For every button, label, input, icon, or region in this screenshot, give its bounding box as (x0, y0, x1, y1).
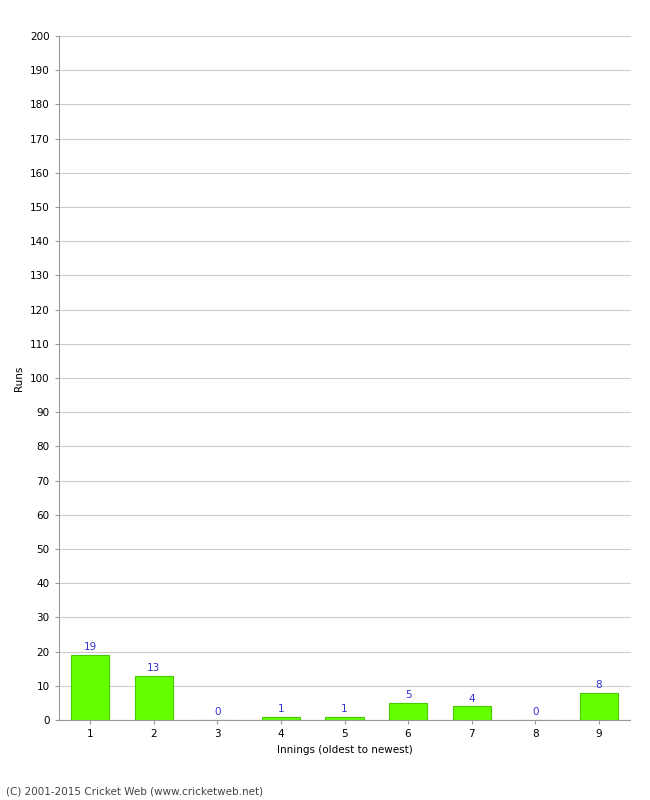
X-axis label: Innings (oldest to newest): Innings (oldest to newest) (277, 745, 412, 754)
Text: 19: 19 (84, 642, 97, 652)
Text: 8: 8 (595, 680, 602, 690)
Text: 0: 0 (214, 707, 220, 718)
Y-axis label: Runs: Runs (14, 366, 24, 390)
Text: 4: 4 (468, 694, 475, 703)
Text: 0: 0 (532, 707, 538, 718)
Bar (262, 717, 300, 720)
Text: 5: 5 (405, 690, 411, 700)
Text: (C) 2001-2015 Cricket Web (www.cricketweb.net): (C) 2001-2015 Cricket Web (www.cricketwe… (6, 786, 264, 796)
Bar (580, 693, 617, 720)
Text: 1: 1 (341, 704, 348, 714)
Bar (389, 703, 427, 720)
Bar (135, 675, 173, 720)
Bar (452, 706, 491, 720)
Text: 1: 1 (278, 704, 284, 714)
Bar (72, 655, 109, 720)
Bar (326, 717, 363, 720)
Text: 13: 13 (147, 663, 161, 673)
